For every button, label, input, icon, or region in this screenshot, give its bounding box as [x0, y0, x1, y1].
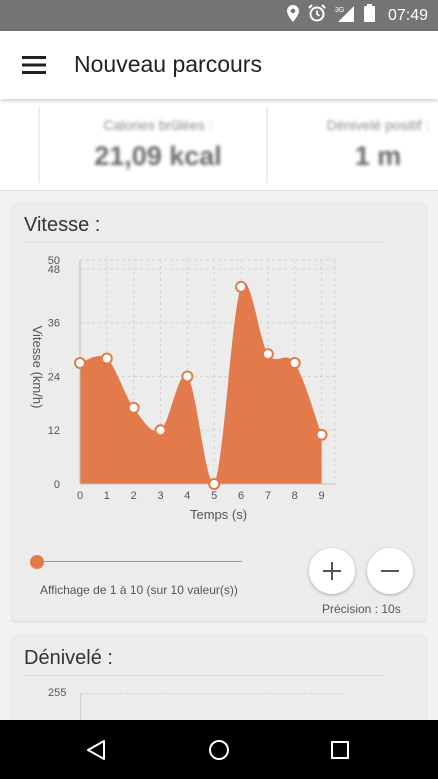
x-tick-label: 1: [104, 490, 110, 502]
precision-label: Précision : 10s: [322, 602, 401, 616]
location-icon: [286, 4, 299, 27]
stat-value: 21,09 kcal: [94, 141, 222, 171]
x-tick-label: 0: [77, 490, 83, 502]
status-bar: 3G 07:49: [0, 0, 438, 31]
slider-caption: Affichage de 1 à 10 (sur 10 valeur(s)): [40, 583, 238, 597]
y-tick-label: 12: [48, 425, 60, 437]
elevation-tick-label: 255: [48, 687, 67, 699]
x-tick-label: 4: [184, 490, 190, 502]
navigation-bar: [0, 720, 438, 779]
signal-icon: 3G: [335, 5, 355, 27]
back-triangle-icon: [87, 740, 105, 760]
stat-divider: [38, 107, 40, 183]
page-title: Nouveau parcours: [74, 51, 262, 77]
stat-divider: [266, 107, 268, 183]
card-divider: [24, 242, 384, 243]
range-slider[interactable]: [25, 550, 245, 574]
slider-thumb[interactable]: [30, 555, 44, 569]
elevation-gridline: [80, 693, 342, 694]
zoom-in-button[interactable]: [309, 548, 355, 594]
zoom-out-button[interactable]: [367, 548, 413, 594]
elevation-card-title: Dénivelé :: [24, 647, 113, 669]
status-time: 07:49: [387, 6, 428, 24]
data-point: [208, 478, 221, 490]
recents-button[interactable]: [324, 734, 356, 766]
network-label: 3G: [335, 7, 344, 14]
x-tick-label: 9: [319, 490, 325, 502]
y-tick-label: 50: [48, 255, 60, 267]
battery-icon: [363, 4, 375, 27]
data-point: [127, 401, 140, 414]
minus-icon: [381, 570, 399, 572]
hamburger-icon: [22, 56, 46, 74]
stat-calories: Calories brûlées : 21,09 kcal: [52, 99, 264, 190]
stat-label: Calories brûlées :: [103, 117, 213, 133]
home-button[interactable]: [203, 734, 235, 766]
speed-card-title: Vitesse :: [24, 214, 101, 236]
x-axis-label: Temps (s): [190, 507, 247, 522]
slider-track: [37, 561, 242, 562]
y-tick-label: 48: [48, 264, 60, 276]
y-axis-label: Vitesse (km/h): [30, 326, 45, 409]
x-tick-label: 7: [265, 490, 271, 502]
data-point: [315, 428, 328, 441]
stat-elevation-gain: Dénivelé positif : 1 m: [282, 99, 438, 190]
data-point: [235, 280, 248, 293]
data-point: [100, 352, 113, 365]
stat-value: 1 m: [354, 141, 402, 171]
elevation-card: Dénivelé : 255: [12, 635, 426, 753]
stat-label: Dénivelé positif :: [326, 117, 430, 133]
x-tick-label: 8: [292, 490, 298, 502]
data-point: [74, 357, 86, 370]
app-bar: Nouveau parcours: [0, 31, 438, 99]
stats-strip[interactable]: : Calories brûlées : 21,09 kcal Dénivelé…: [0, 99, 438, 191]
recents-square-icon: [331, 741, 349, 759]
y-tick-label: 0: [54, 479, 60, 491]
data-point: [261, 348, 274, 361]
x-tick-label: 3: [157, 490, 163, 502]
card-divider: [24, 675, 384, 676]
data-point: [154, 424, 167, 437]
alarm-icon: [308, 4, 326, 27]
back-button[interactable]: [80, 734, 112, 766]
x-tick-label: 2: [131, 490, 137, 502]
plus-icon: [323, 562, 341, 580]
data-point: [288, 357, 301, 370]
speed-area: [80, 283, 322, 484]
y-tick-label: 24: [48, 371, 60, 383]
menu-button[interactable]: [16, 51, 52, 79]
x-tick-label: 5: [211, 490, 217, 502]
y-tick-label: 36: [48, 318, 60, 330]
x-tick-label: 6: [238, 490, 244, 502]
data-point: [181, 370, 194, 383]
status-icons: 3G 07:49: [286, 4, 428, 27]
home-circle-icon: [209, 740, 229, 760]
